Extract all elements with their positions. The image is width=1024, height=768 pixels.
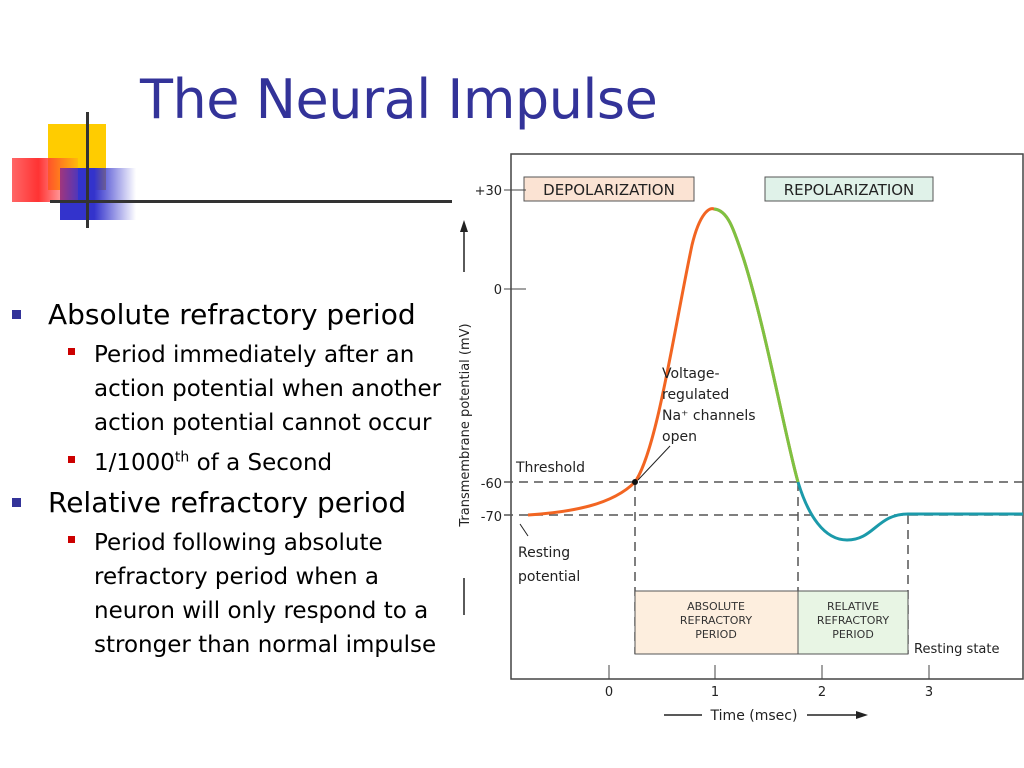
repolarization-box bbox=[764, 176, 934, 202]
vertical-rule bbox=[86, 112, 89, 228]
channels-label: Na⁺ channels bbox=[662, 408, 756, 424]
absolute-label-line: PERIOD bbox=[695, 628, 737, 641]
resting-potential-label: Resting bbox=[518, 545, 570, 561]
y-tick-label: -70 bbox=[481, 510, 502, 525]
threshold-label: Threshold bbox=[515, 460, 585, 476]
threshold-point bbox=[632, 479, 638, 485]
sub-bullet-marker bbox=[68, 536, 75, 543]
absolute-label-line: ABSOLUTE bbox=[687, 600, 745, 613]
bullet-marker bbox=[12, 498, 21, 507]
relative-label-line: REFRACTORY bbox=[817, 614, 889, 627]
depolarization-box bbox=[523, 176, 695, 202]
channels-label: regulated bbox=[662, 387, 729, 403]
y-axis-label: Transmembrane potential (mV) bbox=[458, 323, 473, 527]
bullet-text: Relative refractory period bbox=[48, 486, 407, 519]
channels-label: Voltage- bbox=[662, 366, 720, 382]
bullet-absolute: Absolute refractory period bbox=[12, 298, 452, 332]
sub-bullet-marker bbox=[68, 348, 75, 355]
y-tick-label: +30 bbox=[475, 184, 502, 199]
resting-state-label: Resting state bbox=[914, 642, 999, 657]
x-tick-label: 1 bbox=[711, 685, 719, 700]
sub-bullet-text-pre: 1/1000 bbox=[94, 450, 175, 476]
slide-title: The Neural Impulse bbox=[140, 68, 658, 131]
bullet-relative: Relative refractory period bbox=[12, 486, 452, 520]
sub-bullet: Period immediately after an action poten… bbox=[12, 338, 452, 440]
x-tick-label: 2 bbox=[818, 685, 826, 700]
relative-label-line: RELATIVE bbox=[827, 600, 879, 613]
resting-pointer bbox=[519, 523, 529, 537]
relative-label-line: PERIOD bbox=[832, 628, 874, 641]
bullet-marker bbox=[12, 310, 21, 319]
absolute-label-line: REFRACTORY bbox=[680, 614, 752, 627]
y-tick-label: -60 bbox=[481, 477, 502, 492]
sub-bullet-text: Period immediately after an action poten… bbox=[94, 342, 442, 436]
y-axis-arrowhead bbox=[460, 220, 468, 232]
sub-bullet: 1/1000th of a Second bbox=[12, 446, 452, 480]
y-tick-label: 0 bbox=[494, 283, 502, 298]
bullet-text: Absolute refractory period bbox=[48, 298, 416, 331]
horizontal-rule bbox=[50, 200, 452, 203]
sub-bullet-text: Period following absolute refractory per… bbox=[94, 530, 437, 658]
repolarization-curve bbox=[713, 207, 800, 483]
red-square bbox=[12, 158, 78, 202]
depolarization-label: DEPOLARIZATION bbox=[543, 181, 675, 199]
hyperpolarization-curve bbox=[796, 481, 1023, 542]
resting-potential-label: potential bbox=[518, 569, 580, 585]
x-axis-arrowhead bbox=[856, 711, 868, 719]
relative-refractory-box bbox=[797, 590, 909, 655]
channels-label: open bbox=[662, 429, 697, 445]
sub-bullet: Period following absolute refractory per… bbox=[12, 526, 452, 662]
sub-bullet-marker bbox=[68, 456, 75, 463]
bullet-list: Absolute refractory period Period immedi… bbox=[12, 298, 452, 668]
corner-decoration bbox=[0, 100, 460, 230]
superscript: th bbox=[174, 449, 190, 466]
x-tick-label: 3 bbox=[925, 685, 933, 700]
channels-pointer bbox=[637, 445, 671, 481]
x-axis-label: Time (msec) bbox=[710, 708, 798, 724]
sub-bullet-text-post: of a Second bbox=[189, 450, 333, 476]
absolute-refractory-box bbox=[634, 590, 799, 655]
x-tick-label: 0 bbox=[605, 685, 613, 700]
repolarization-label: REPOLARIZATION bbox=[784, 181, 915, 199]
action-potential-figure: DEPOLARIZATION REPOLARIZATION Transmembr… bbox=[458, 153, 1024, 724]
